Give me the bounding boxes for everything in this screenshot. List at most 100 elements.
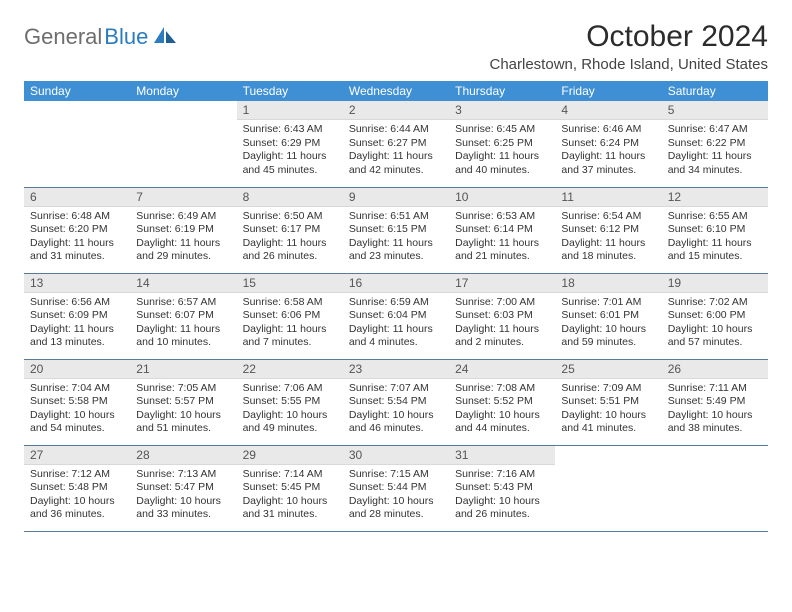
calendar-cell: 25Sunrise: 7:09 AMSunset: 5:51 PMDayligh… <box>555 359 661 445</box>
calendar-cell: 31Sunrise: 7:16 AMSunset: 5:43 PMDayligh… <box>449 445 555 531</box>
day-content: Sunrise: 7:12 AMSunset: 5:48 PMDaylight:… <box>24 465 130 527</box>
day-content: Sunrise: 6:55 AMSunset: 6:10 PMDaylight:… <box>662 207 768 269</box>
calendar-cell: 16Sunrise: 6:59 AMSunset: 6:04 PMDayligh… <box>343 273 449 359</box>
calendar-cell: 14Sunrise: 6:57 AMSunset: 6:07 PMDayligh… <box>130 273 236 359</box>
calendar-cell: 6Sunrise: 6:48 AMSunset: 6:20 PMDaylight… <box>24 187 130 273</box>
calendar-cell: 9Sunrise: 6:51 AMSunset: 6:15 PMDaylight… <box>343 187 449 273</box>
logo-sail-icon <box>152 25 178 50</box>
calendar-cell: 3Sunrise: 6:45 AMSunset: 6:25 PMDaylight… <box>449 101 555 187</box>
calendar-row: 13Sunrise: 6:56 AMSunset: 6:09 PMDayligh… <box>24 273 768 359</box>
calendar-cell: 19Sunrise: 7:02 AMSunset: 6:00 PMDayligh… <box>662 273 768 359</box>
calendar-cell: 28Sunrise: 7:13 AMSunset: 5:47 PMDayligh… <box>130 445 236 531</box>
day-content: Sunrise: 6:49 AMSunset: 6:19 PMDaylight:… <box>130 207 236 269</box>
day-number: 21 <box>130 360 236 379</box>
day-number: 3 <box>449 101 555 120</box>
calendar-cell: 12Sunrise: 6:55 AMSunset: 6:10 PMDayligh… <box>662 187 768 273</box>
day-content: Sunrise: 7:15 AMSunset: 5:44 PMDaylight:… <box>343 465 449 527</box>
day-content: Sunrise: 6:50 AMSunset: 6:17 PMDaylight:… <box>237 207 343 269</box>
day-content: Sunrise: 6:51 AMSunset: 6:15 PMDaylight:… <box>343 207 449 269</box>
calendar-cell-empty <box>662 445 768 531</box>
day-content: Sunrise: 7:04 AMSunset: 5:58 PMDaylight:… <box>24 379 130 441</box>
weekday-header: Wednesday <box>343 81 449 101</box>
calendar-cell-empty <box>130 101 236 187</box>
day-number: 11 <box>555 188 661 207</box>
day-number: 30 <box>343 446 449 465</box>
day-content: Sunrise: 6:58 AMSunset: 6:06 PMDaylight:… <box>237 293 343 355</box>
calendar-cell: 5Sunrise: 6:47 AMSunset: 6:22 PMDaylight… <box>662 101 768 187</box>
calendar-cell-empty <box>555 445 661 531</box>
day-number: 19 <box>662 274 768 293</box>
day-content: Sunrise: 6:44 AMSunset: 6:27 PMDaylight:… <box>343 120 449 182</box>
weekday-header: Monday <box>130 81 236 101</box>
calendar-cell: 1Sunrise: 6:43 AMSunset: 6:29 PMDaylight… <box>237 101 343 187</box>
day-content: Sunrise: 7:02 AMSunset: 6:00 PMDaylight:… <box>662 293 768 355</box>
day-number: 7 <box>130 188 236 207</box>
weekday-header: Sunday <box>24 81 130 101</box>
day-number: 12 <box>662 188 768 207</box>
calendar-cell: 7Sunrise: 6:49 AMSunset: 6:19 PMDaylight… <box>130 187 236 273</box>
day-number: 4 <box>555 101 661 120</box>
day-number: 16 <box>343 274 449 293</box>
calendar-cell: 11Sunrise: 6:54 AMSunset: 6:12 PMDayligh… <box>555 187 661 273</box>
day-number: 9 <box>343 188 449 207</box>
day-number: 25 <box>555 360 661 379</box>
calendar-row: 20Sunrise: 7:04 AMSunset: 5:58 PMDayligh… <box>24 359 768 445</box>
calendar-cell: 15Sunrise: 6:58 AMSunset: 6:06 PMDayligh… <box>237 273 343 359</box>
calendar-cell: 17Sunrise: 7:00 AMSunset: 6:03 PMDayligh… <box>449 273 555 359</box>
day-content: Sunrise: 6:48 AMSunset: 6:20 PMDaylight:… <box>24 207 130 269</box>
location-subtitle: Charlestown, Rhode Island, United States <box>490 56 769 73</box>
month-title: October 2024 <box>490 20 769 54</box>
day-number: 29 <box>237 446 343 465</box>
day-number: 10 <box>449 188 555 207</box>
day-number: 18 <box>555 274 661 293</box>
day-content: Sunrise: 6:57 AMSunset: 6:07 PMDaylight:… <box>130 293 236 355</box>
day-content: Sunrise: 7:08 AMSunset: 5:52 PMDaylight:… <box>449 379 555 441</box>
day-number: 22 <box>237 360 343 379</box>
calendar-row: 1Sunrise: 6:43 AMSunset: 6:29 PMDaylight… <box>24 101 768 187</box>
day-content: Sunrise: 6:56 AMSunset: 6:09 PMDaylight:… <box>24 293 130 355</box>
day-content: Sunrise: 7:14 AMSunset: 5:45 PMDaylight:… <box>237 465 343 527</box>
day-content: Sunrise: 7:07 AMSunset: 5:54 PMDaylight:… <box>343 379 449 441</box>
calendar-table: SundayMondayTuesdayWednesdayThursdayFrid… <box>24 81 768 532</box>
weekday-row: SundayMondayTuesdayWednesdayThursdayFrid… <box>24 81 768 101</box>
calendar-cell: 27Sunrise: 7:12 AMSunset: 5:48 PMDayligh… <box>24 445 130 531</box>
weekday-header: Friday <box>555 81 661 101</box>
day-content: Sunrise: 7:05 AMSunset: 5:57 PMDaylight:… <box>130 379 236 441</box>
calendar-cell: 22Sunrise: 7:06 AMSunset: 5:55 PMDayligh… <box>237 359 343 445</box>
day-content: Sunrise: 6:43 AMSunset: 6:29 PMDaylight:… <box>237 120 343 182</box>
day-content: Sunrise: 7:16 AMSunset: 5:43 PMDaylight:… <box>449 465 555 527</box>
day-number: 31 <box>449 446 555 465</box>
calendar-cell: 30Sunrise: 7:15 AMSunset: 5:44 PMDayligh… <box>343 445 449 531</box>
calendar-cell: 2Sunrise: 6:44 AMSunset: 6:27 PMDaylight… <box>343 101 449 187</box>
day-content: Sunrise: 6:59 AMSunset: 6:04 PMDaylight:… <box>343 293 449 355</box>
logo: GeneralBlue <box>24 20 178 50</box>
day-number: 26 <box>662 360 768 379</box>
weekday-header: Thursday <box>449 81 555 101</box>
calendar-cell: 20Sunrise: 7:04 AMSunset: 5:58 PMDayligh… <box>24 359 130 445</box>
weekday-header: Tuesday <box>237 81 343 101</box>
calendar-cell: 21Sunrise: 7:05 AMSunset: 5:57 PMDayligh… <box>130 359 236 445</box>
title-block: October 2024 Charlestown, Rhode Island, … <box>490 20 769 73</box>
day-number: 1 <box>237 101 343 120</box>
day-content: Sunrise: 7:09 AMSunset: 5:51 PMDaylight:… <box>555 379 661 441</box>
day-number: 27 <box>24 446 130 465</box>
calendar-cell: 4Sunrise: 6:46 AMSunset: 6:24 PMDaylight… <box>555 101 661 187</box>
day-number: 6 <box>24 188 130 207</box>
calendar-head: SundayMondayTuesdayWednesdayThursdayFrid… <box>24 81 768 101</box>
day-number: 15 <box>237 274 343 293</box>
day-number: 13 <box>24 274 130 293</box>
day-number: 20 <box>24 360 130 379</box>
day-number: 17 <box>449 274 555 293</box>
weekday-header: Saturday <box>662 81 768 101</box>
day-content: Sunrise: 7:11 AMSunset: 5:49 PMDaylight:… <box>662 379 768 441</box>
day-content: Sunrise: 6:47 AMSunset: 6:22 PMDaylight:… <box>662 120 768 182</box>
day-number: 8 <box>237 188 343 207</box>
day-number: 2 <box>343 101 449 120</box>
calendar-row: 6Sunrise: 6:48 AMSunset: 6:20 PMDaylight… <box>24 187 768 273</box>
header: GeneralBlue October 2024 Charlestown, Rh… <box>24 20 768 73</box>
calendar-page: GeneralBlue October 2024 Charlestown, Rh… <box>0 0 792 552</box>
day-content: Sunrise: 6:53 AMSunset: 6:14 PMDaylight:… <box>449 207 555 269</box>
calendar-cell: 10Sunrise: 6:53 AMSunset: 6:14 PMDayligh… <box>449 187 555 273</box>
day-content: Sunrise: 6:45 AMSunset: 6:25 PMDaylight:… <box>449 120 555 182</box>
day-number: 23 <box>343 360 449 379</box>
